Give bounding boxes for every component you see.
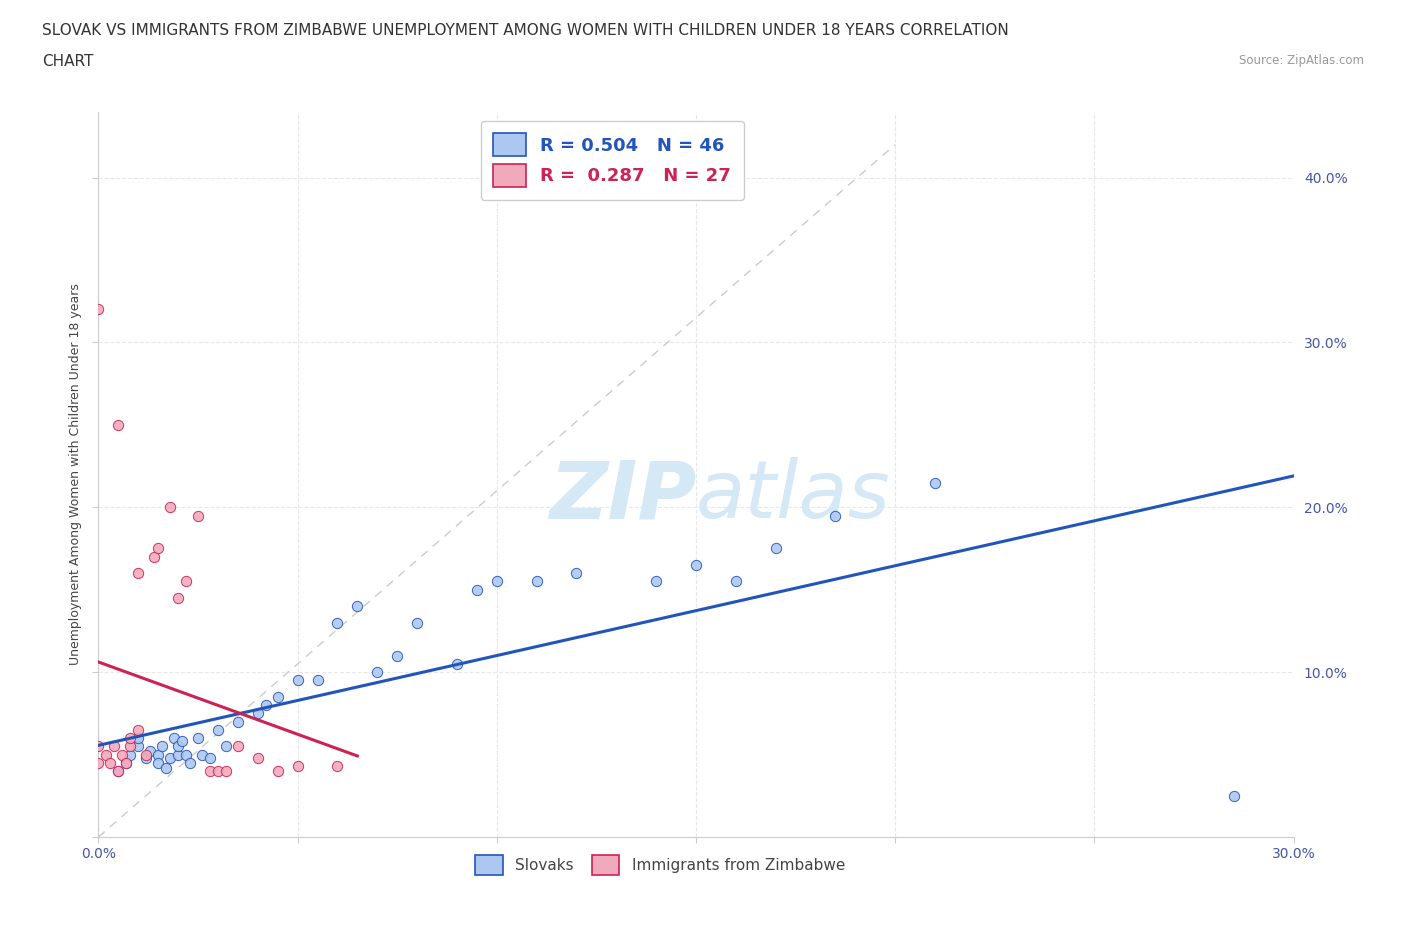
Point bbox=[254, 698, 277, 712]
Point bbox=[198, 751, 221, 765]
Point bbox=[565, 565, 588, 580]
Point bbox=[107, 418, 129, 432]
Point bbox=[765, 541, 787, 556]
Point bbox=[87, 738, 110, 753]
Point bbox=[139, 744, 162, 759]
Point bbox=[267, 689, 290, 704]
Point bbox=[167, 738, 190, 753]
Point bbox=[148, 541, 170, 556]
Point bbox=[267, 764, 290, 778]
Point bbox=[127, 731, 149, 746]
Point bbox=[226, 714, 249, 729]
Point bbox=[103, 738, 125, 753]
Point bbox=[366, 665, 388, 680]
Point bbox=[111, 747, 134, 762]
Point bbox=[87, 755, 110, 770]
Point bbox=[135, 747, 157, 762]
Point bbox=[127, 723, 149, 737]
Point bbox=[107, 764, 129, 778]
Point bbox=[155, 761, 177, 776]
Legend: Slovaks, Immigrants from Zimbabwe: Slovaks, Immigrants from Zimbabwe bbox=[465, 845, 855, 883]
Point bbox=[148, 747, 170, 762]
Point bbox=[465, 582, 488, 597]
Point bbox=[287, 759, 309, 774]
Point bbox=[924, 475, 946, 490]
Point bbox=[120, 731, 142, 746]
Point bbox=[207, 764, 229, 778]
Point bbox=[187, 731, 209, 746]
Point bbox=[127, 738, 149, 753]
Point bbox=[215, 738, 238, 753]
Point bbox=[167, 591, 190, 605]
Point bbox=[485, 574, 508, 589]
Point bbox=[96, 747, 118, 762]
Point bbox=[120, 747, 142, 762]
Point bbox=[191, 747, 214, 762]
Point bbox=[246, 706, 269, 721]
Point bbox=[179, 755, 201, 770]
Point bbox=[326, 759, 349, 774]
Point bbox=[446, 657, 468, 671]
Point bbox=[307, 673, 329, 688]
Point bbox=[326, 616, 349, 631]
Point bbox=[346, 599, 368, 614]
Point bbox=[207, 723, 229, 737]
Point bbox=[685, 557, 707, 572]
Point bbox=[1223, 789, 1246, 804]
Text: ZIP: ZIP bbox=[548, 457, 696, 535]
Point bbox=[98, 755, 122, 770]
Point bbox=[287, 673, 309, 688]
Point bbox=[163, 731, 186, 746]
Point bbox=[198, 764, 221, 778]
Point bbox=[824, 508, 846, 523]
Text: atlas: atlas bbox=[696, 457, 891, 535]
Point bbox=[174, 574, 197, 589]
Point bbox=[226, 738, 249, 753]
Point bbox=[143, 550, 166, 565]
Point bbox=[215, 764, 238, 778]
Y-axis label: Unemployment Among Women with Children Under 18 years: Unemployment Among Women with Children U… bbox=[69, 284, 82, 665]
Point bbox=[135, 751, 157, 765]
Point bbox=[148, 755, 170, 770]
Point bbox=[150, 738, 173, 753]
Point bbox=[159, 499, 181, 514]
Point bbox=[724, 574, 747, 589]
Point bbox=[120, 738, 142, 753]
Point bbox=[127, 565, 149, 580]
Point bbox=[167, 747, 190, 762]
Point bbox=[107, 764, 129, 778]
Point bbox=[526, 574, 548, 589]
Point bbox=[187, 508, 209, 523]
Point bbox=[645, 574, 668, 589]
Text: Source: ZipAtlas.com: Source: ZipAtlas.com bbox=[1239, 54, 1364, 67]
Point bbox=[246, 751, 269, 765]
Point bbox=[87, 302, 110, 317]
Point bbox=[385, 648, 409, 663]
Point bbox=[174, 747, 197, 762]
Point bbox=[115, 755, 138, 770]
Point bbox=[172, 734, 194, 749]
Text: SLOVAK VS IMMIGRANTS FROM ZIMBABWE UNEMPLOYMENT AMONG WOMEN WITH CHILDREN UNDER : SLOVAK VS IMMIGRANTS FROM ZIMBABWE UNEMP… bbox=[42, 23, 1010, 38]
Point bbox=[115, 755, 138, 770]
Point bbox=[159, 751, 181, 765]
Point bbox=[406, 616, 429, 631]
Text: CHART: CHART bbox=[42, 54, 94, 69]
